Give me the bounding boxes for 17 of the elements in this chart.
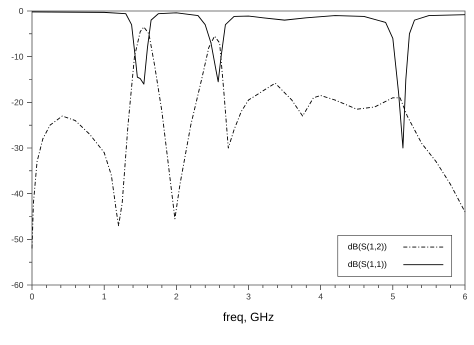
x-tick-label: 0 xyxy=(30,294,34,300)
x-axis-title: freq, GHz xyxy=(223,312,274,324)
y-tick-label: -50 xyxy=(12,236,24,242)
legend-label: dB(S(1,2)) xyxy=(348,243,386,252)
x-tick-label: 2 xyxy=(174,294,178,300)
y-tick-label: -10 xyxy=(12,54,24,60)
x-tick-label: 3 xyxy=(246,294,250,300)
x-tick-label: 6 xyxy=(463,294,467,300)
x-tick-label: 1 xyxy=(102,294,106,300)
y-tick-label: 0 xyxy=(19,8,24,14)
x-tick-label: 5 xyxy=(390,294,395,300)
y-tick-label: -30 xyxy=(12,145,24,151)
y-tick-label: -60 xyxy=(12,282,24,288)
y-tick-label: -40 xyxy=(12,190,24,197)
x-tick-label: 4 xyxy=(318,294,323,300)
y-tick-label: -20 xyxy=(12,99,24,106)
legend-label: dB(S(1,1)) xyxy=(348,260,386,269)
